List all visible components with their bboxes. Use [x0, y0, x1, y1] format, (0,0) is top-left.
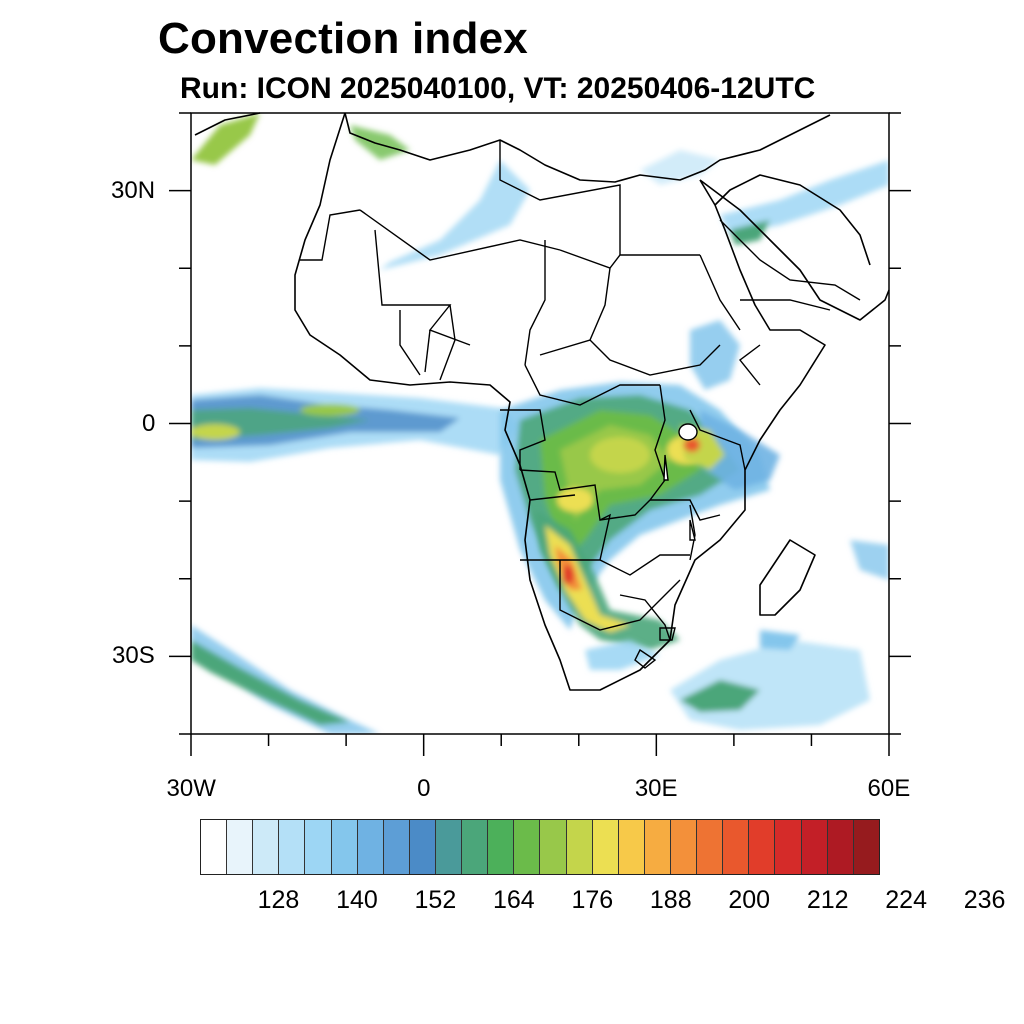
colorbar-cell — [592, 820, 619, 874]
colorbar-cell — [331, 820, 358, 874]
colorbar-label: 224 — [885, 886, 927, 914]
lakes — [663, 423, 698, 541]
colorbar — [200, 819, 880, 875]
lon-tick-label: 60E — [867, 775, 911, 802]
country-borders — [300, 140, 861, 669]
run-subtitle: Run: ICON 2025040100, VT: 20250406-12UTC — [180, 72, 816, 105]
congo-convection — [500, 382, 770, 630]
colorbar-cell — [435, 820, 463, 874]
map-title: Convection index — [158, 14, 528, 63]
colorbar-cell — [853, 820, 879, 874]
colorbar-cell — [697, 820, 724, 874]
colorbar-label: 188 — [649, 886, 692, 914]
colorbar-cell — [775, 820, 802, 874]
northern-bands — [191, 113, 889, 580]
colorbar-label: 152 — [414, 886, 457, 914]
lon-tick-label: 30W — [166, 775, 216, 802]
southern-bands — [191, 625, 870, 734]
southwest-hotspot — [535, 510, 680, 650]
colorbar-cell — [305, 820, 332, 874]
atlantic-band — [191, 388, 520, 462]
colorbar-cell — [227, 820, 254, 874]
colorbar-label: 212 — [806, 886, 849, 914]
convection-field — [191, 113, 889, 734]
colorbar-cell — [201, 820, 228, 874]
colorbar-cell — [801, 820, 828, 874]
coastlines — [194, 112, 890, 691]
lat-tick-label: 30S — [112, 642, 155, 670]
colorbar-cell — [670, 820, 698, 874]
colorbar-cell — [618, 820, 645, 874]
colorbar-cell — [540, 820, 567, 874]
colorbar-cell — [409, 820, 436, 874]
colorbar-label: 200 — [728, 886, 771, 914]
colorbar-cell — [488, 820, 515, 874]
colorbar-cell — [253, 820, 280, 874]
colorbar-cell — [644, 820, 671, 874]
colorbar-cell — [383, 820, 410, 874]
colorbar-label: 128 — [257, 886, 300, 914]
lat-tick-label: 0 — [142, 409, 156, 437]
colorbar-label: 140 — [336, 886, 378, 914]
colorbar-label: 176 — [571, 886, 614, 914]
axis-ticks — [169, 112, 911, 756]
colorbar-cell — [566, 820, 593, 874]
colorbar-labels: 128 140 152 164 176 188 200 212 224 236 — [0, 886, 1024, 922]
colorbar-cell — [462, 820, 489, 874]
lat-tick-label: 30N — [111, 176, 156, 204]
colorbar-cell — [827, 820, 854, 874]
lon-tick-label: 0 — [417, 775, 431, 802]
colorbar-cell — [357, 820, 384, 874]
colorbar-cell — [723, 820, 750, 874]
colorbar-cell — [279, 820, 306, 874]
colorbar-label: 164 — [492, 886, 535, 914]
lon-tick-label: 30E — [634, 775, 678, 802]
colorbar-cell — [514, 820, 541, 874]
colorbar-label: 236 — [963, 886, 1006, 914]
colorbar-cell — [749, 820, 776, 874]
